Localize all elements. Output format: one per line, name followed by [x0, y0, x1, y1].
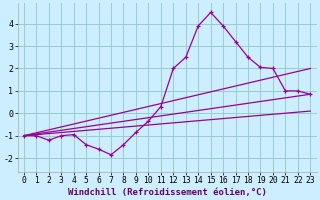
X-axis label: Windchill (Refroidissement éolien,°C): Windchill (Refroidissement éolien,°C) [68, 188, 267, 197]
